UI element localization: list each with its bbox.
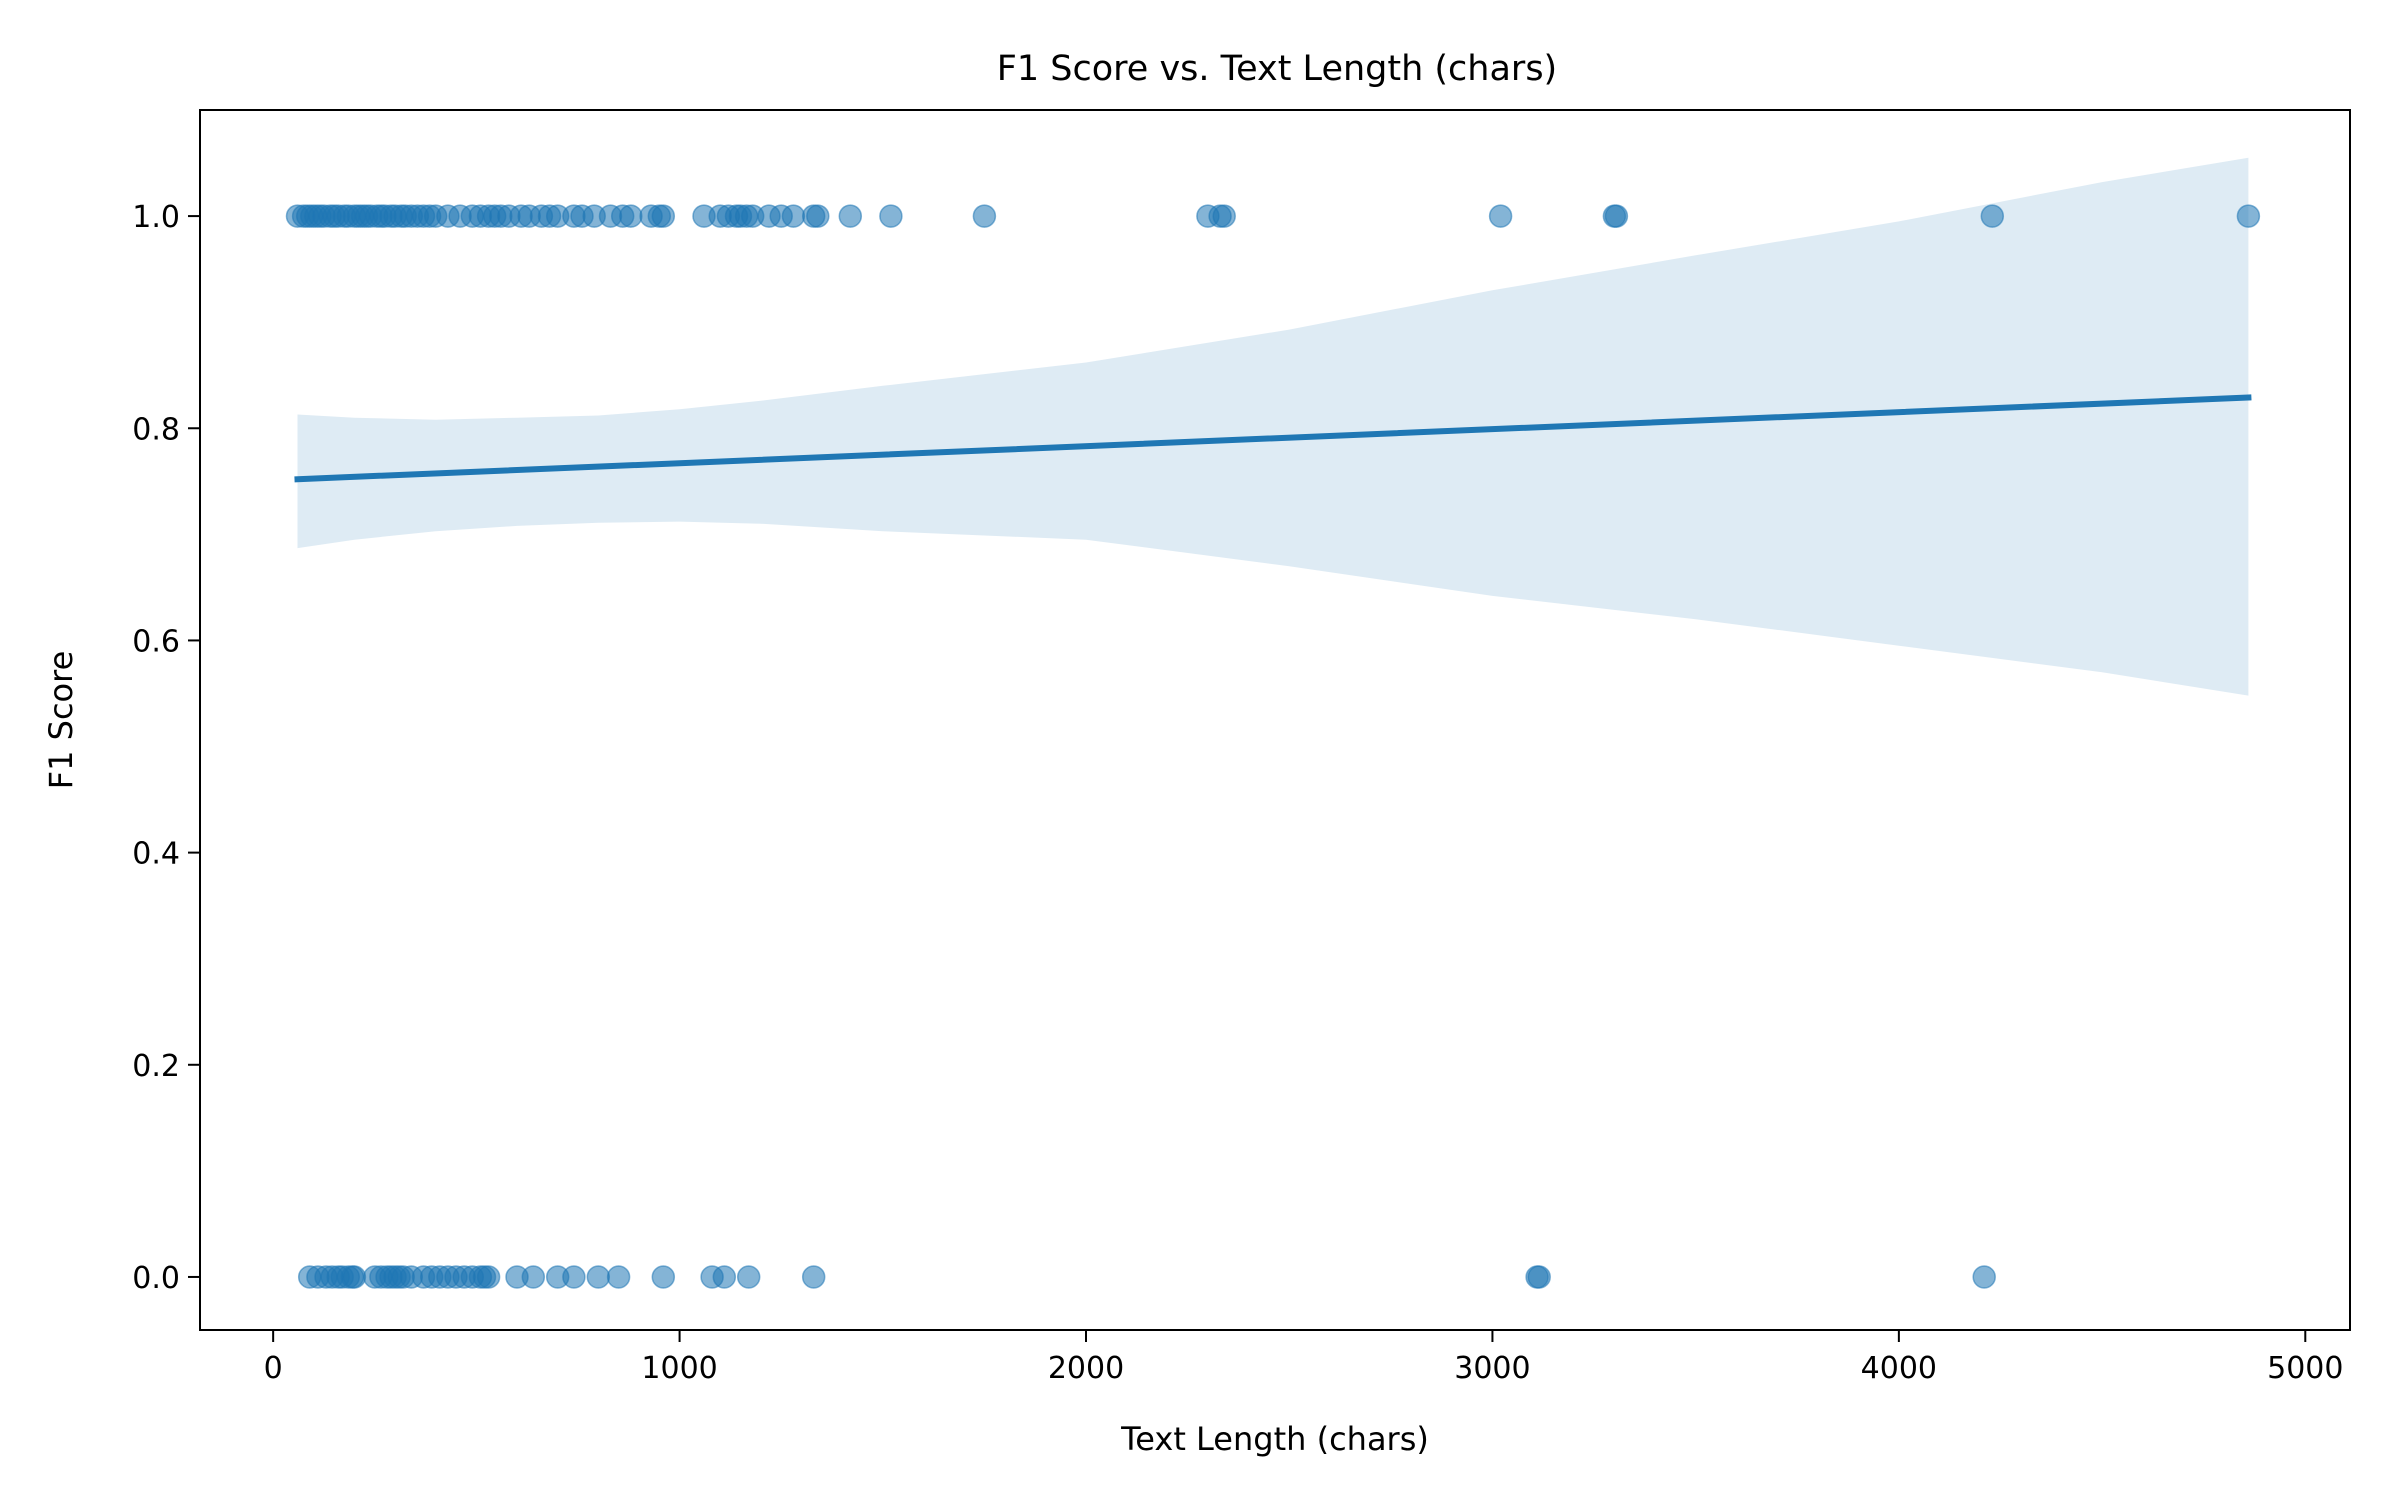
data-point [879, 204, 903, 228]
chart-title: F1 Score vs. Text Length (chars) [997, 49, 1557, 89]
axes-frame [199, 109, 2351, 1331]
data-point [606, 1265, 631, 1289]
data-point [1527, 1265, 1551, 1289]
y-axis-label: F1 Score [42, 651, 80, 790]
data-point [651, 1265, 676, 1289]
data-point [806, 204, 830, 228]
data-point [1488, 204, 1513, 228]
y-axis: 0.0 0.2 0.4 0.6 0.8 1.0 [132, 200, 200, 1296]
data-point [736, 1265, 761, 1289]
data-point [2236, 204, 2261, 228]
data-point [586, 1265, 611, 1289]
y-tick-label: 1.0 [132, 200, 180, 235]
confidence-band [297, 157, 2249, 696]
data-point [972, 204, 997, 228]
x-tick-label: 3000 [1454, 1351, 1530, 1386]
y-tick-label: 0.2 [132, 1049, 180, 1084]
x-tick-label: 4000 [1861, 1351, 1937, 1386]
data-point [342, 1265, 367, 1289]
data-point [1212, 204, 1236, 228]
regression-line [294, 394, 2252, 483]
data-point [712, 1265, 737, 1289]
data-point [801, 1265, 826, 1289]
x-axis-label: Text Length (chars) [1120, 1420, 1429, 1458]
plot-area [285, 157, 2261, 1289]
x-tick-label: 5000 [2267, 1351, 2343, 1386]
data-point [562, 1265, 586, 1289]
data-point [651, 204, 676, 228]
points-layer [285, 204, 2261, 1289]
y-tick-label: 0.6 [132, 624, 180, 659]
x-tick-label: 1000 [641, 1351, 717, 1386]
data-point [781, 204, 806, 228]
y-tick-label: 0.0 [132, 1261, 180, 1296]
x-tick-label: 2000 [1048, 1351, 1124, 1386]
data-point [1972, 1265, 1996, 1289]
x-axis: 0 1000 2000 3000 4000 5000 [264, 1330, 2343, 1386]
data-point [1980, 204, 2005, 228]
data-point [619, 204, 643, 228]
confidence-band-layer [297, 157, 2249, 696]
x-tick-label: 0 [264, 1351, 283, 1386]
data-point [521, 1265, 546, 1289]
data-point [838, 204, 863, 228]
y-tick-label: 0.4 [132, 837, 180, 872]
regression-line-layer [294, 394, 2252, 483]
data-point [1604, 204, 1629, 228]
y-tick-label: 0.8 [132, 412, 180, 447]
data-point [476, 1265, 501, 1289]
